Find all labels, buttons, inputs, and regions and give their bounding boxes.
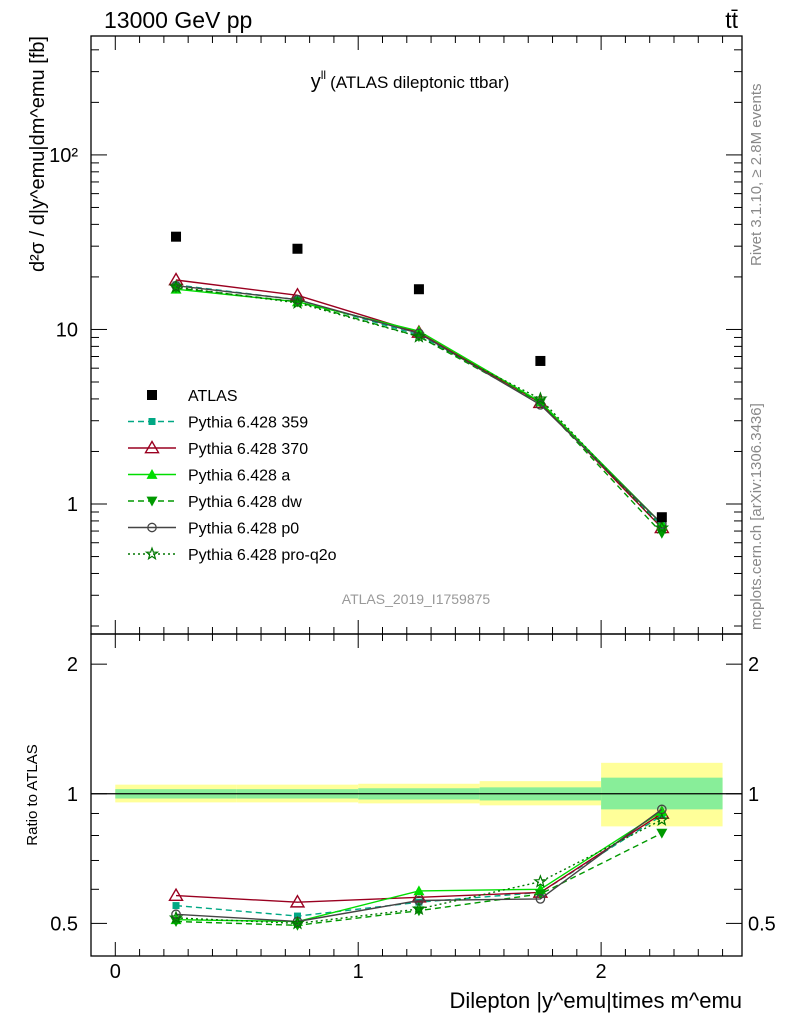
ratio-line-pro-q2o bbox=[175, 819, 663, 925]
legend-entry: Pythia 6.428 370 bbox=[128, 440, 308, 458]
ratio-point-pro-q2o bbox=[168, 910, 184, 925]
ratio-frame bbox=[90, 633, 743, 957]
legend-label: Pythia 6.428 370 bbox=[188, 441, 308, 458]
ratio-point-370 bbox=[168, 887, 184, 902]
y-tick-label-ratio-left: 2 bbox=[67, 654, 78, 676]
legend-marker bbox=[148, 418, 156, 425]
legend: ATLAS Pythia 6.428 359 Pythia 6.428 370 Pyt… bbox=[128, 388, 337, 564]
legend-marker bbox=[146, 469, 158, 479]
plot-title-main: y bbox=[311, 71, 321, 93]
point-pro-q2o bbox=[290, 295, 305, 310]
series-line-370 bbox=[175, 279, 663, 529]
mcplots-label: mcplots.cern.ch [arXiv:1306.3436] bbox=[748, 403, 765, 630]
legend-marker bbox=[144, 546, 160, 561]
y-axis-label-main: d²σ / d|y^emu|dm^emu [fb] bbox=[27, 36, 49, 272]
atlas-data-point bbox=[413, 284, 424, 295]
ratio-line-370 bbox=[175, 812, 663, 903]
legend-marker bbox=[147, 390, 157, 400]
rivet-version-label: Rivet 3.1.10, ≥ 2.8M events bbox=[748, 84, 765, 267]
atlas-data-point bbox=[171, 231, 182, 242]
atlas-data-point bbox=[535, 355, 546, 366]
y-tick-label-ratio-right: 1 bbox=[748, 784, 759, 806]
plot-title-sup: ll bbox=[321, 68, 326, 82]
legend-entry: Pythia 6.428 a bbox=[128, 468, 290, 485]
analysis-id-label: ATLAS_2019_I1759875 bbox=[342, 591, 491, 607]
y-axis-label-ratio: Ratio to ATLAS bbox=[24, 744, 41, 845]
series-line-a bbox=[175, 288, 663, 525]
point-pro-q2o bbox=[168, 279, 184, 294]
point-pro-q2o bbox=[654, 520, 670, 535]
legend-entry: Pythia 6.428 359 bbox=[128, 415, 308, 432]
ratio-panel bbox=[91, 762, 742, 931]
legend-marker bbox=[147, 522, 157, 533]
legend-entry: Pythia 6.428 pro-q2o bbox=[128, 546, 337, 564]
series-line-359 bbox=[175, 284, 663, 527]
series-line-p0 bbox=[175, 285, 663, 525]
legend-marker bbox=[144, 440, 160, 454]
legend-marker bbox=[146, 496, 158, 507]
point-pro-q2o bbox=[533, 391, 548, 406]
legend-entry: Pythia 6.428 p0 bbox=[128, 521, 299, 538]
x-tick-label: 2 bbox=[596, 961, 607, 983]
legend-label: Pythia 6.428 pro-q2o bbox=[188, 547, 337, 564]
ratio-point-p0 bbox=[535, 894, 546, 904]
legend-label: Pythia 6.428 dw bbox=[188, 494, 302, 511]
plot-title-rest: (ATLAS dileptonic ttbar) bbox=[330, 73, 509, 92]
series-line-pro-q2o bbox=[175, 286, 663, 529]
y-tick-label-main: 10 bbox=[56, 319, 78, 341]
legend-label: Pythia 6.428 a bbox=[188, 468, 290, 485]
ratio-point-a bbox=[413, 885, 425, 896]
x-tick-label: 0 bbox=[110, 961, 121, 983]
ratio-point-pro-q2o bbox=[411, 901, 427, 916]
point-pro-q2o bbox=[411, 329, 427, 343]
y-tick-label-ratio-right: 0.5 bbox=[748, 913, 776, 935]
y-tick-label-ratio-left: 1 bbox=[67, 784, 78, 806]
plot-title: yll (ATLAS dileptonic ttbar) bbox=[311, 68, 510, 93]
axis-ticks bbox=[91, 36, 742, 956]
y-tick-label-ratio-right: 2 bbox=[748, 654, 759, 676]
ratio-point-pro-q2o bbox=[290, 915, 305, 930]
ratio-line-p0 bbox=[175, 808, 663, 923]
y-tick-label-main: 10² bbox=[49, 145, 78, 167]
x-axis-label: Dilepton |y^emu|times m^emu bbox=[450, 988, 743, 1013]
y-tick-label-ratio-left: 0.5 bbox=[50, 913, 78, 935]
ratio-point-dw bbox=[656, 828, 668, 839]
y-tick-label-main: 1 bbox=[67, 494, 78, 516]
legend-entry: Pythia 6.428 dw bbox=[128, 494, 302, 511]
ratio-point-359 bbox=[172, 902, 180, 910]
process-label: tt̄ bbox=[725, 7, 738, 33]
collision-label: 13000 GeV pp bbox=[104, 7, 252, 33]
ratio-point-370 bbox=[289, 894, 306, 908]
x-tick-label: 1 bbox=[353, 961, 364, 983]
ratio-point-pro-q2o bbox=[654, 812, 670, 826]
atlas-data-point bbox=[292, 243, 303, 254]
legend-label: ATLAS bbox=[188, 388, 238, 405]
main-panel bbox=[168, 231, 670, 539]
legend-label: Pythia 6.428 p0 bbox=[188, 521, 299, 538]
legend-entry: ATLAS bbox=[147, 388, 238, 405]
ratio-point-pro-q2o bbox=[533, 874, 548, 888]
atlas-data-point bbox=[656, 512, 667, 523]
legend-label: Pythia 6.428 359 bbox=[188, 415, 308, 432]
